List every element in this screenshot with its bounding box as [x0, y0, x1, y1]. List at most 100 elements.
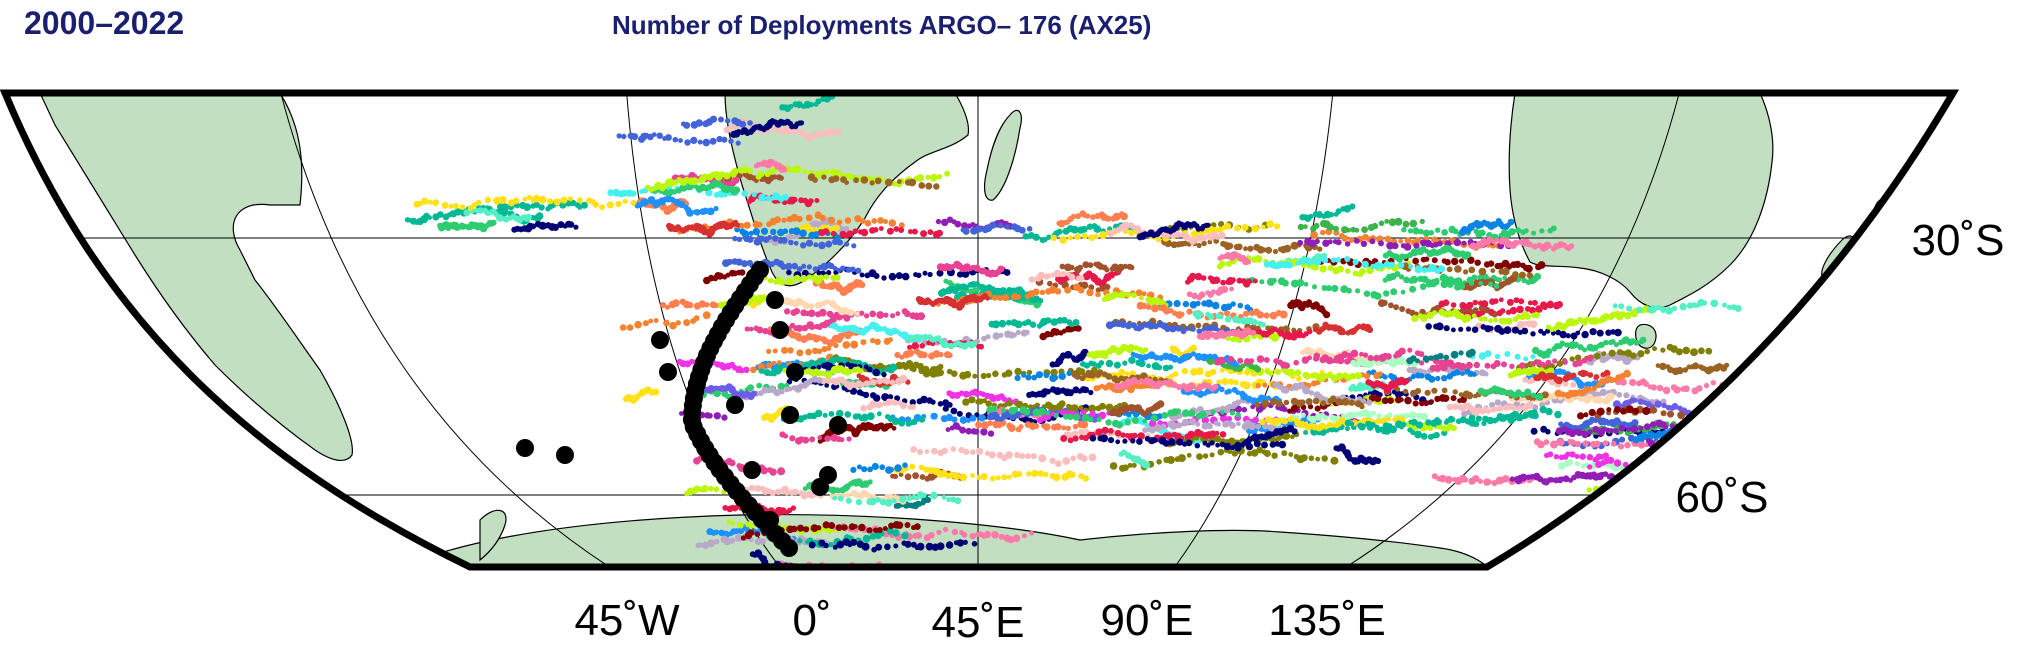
float-track-point [1313, 222, 1320, 229]
float-track-point [1185, 326, 1191, 331]
map-body [5, 93, 1953, 567]
float-track-point [1492, 417, 1498, 424]
float-track-point [1080, 420, 1089, 429]
float-track-point [1718, 441, 1724, 447]
float-track-point [1120, 212, 1128, 221]
float-track-point [941, 447, 948, 455]
float-track-point [1661, 474, 1670, 482]
float-track-point [1623, 392, 1630, 399]
float-track-point [1361, 226, 1368, 234]
float-track-point [1774, 389, 1783, 397]
float-track-point [766, 362, 773, 369]
float-track-point [772, 348, 778, 354]
float-track-point [1220, 409, 1225, 415]
float-track-point [1574, 461, 1580, 467]
float-track-point [987, 430, 995, 437]
float-track-point [1252, 416, 1259, 424]
float-track-point [951, 370, 958, 378]
float-track-point [1701, 464, 1708, 471]
float-track-point [1026, 471, 1032, 477]
float-track-point [818, 241, 826, 250]
float-track-point [1435, 227, 1441, 233]
float-track-point [626, 324, 634, 331]
float-track-point [989, 475, 996, 482]
float-track-point [1684, 454, 1691, 460]
float-track-point [1241, 224, 1249, 231]
float-track-point [1003, 269, 1011, 276]
float-track-point [1606, 392, 1615, 401]
float-track-point [1681, 450, 1688, 458]
float-track-point [860, 339, 867, 346]
float-track-point [1400, 289, 1406, 295]
float-track-point [1698, 429, 1706, 437]
float-track-point [1246, 259, 1252, 265]
float-track-point [1649, 465, 1656, 473]
float-track-point [1738, 443, 1744, 450]
float-track-point [1252, 278, 1258, 284]
float-track-point [1080, 225, 1088, 233]
float-track-point [1424, 389, 1431, 396]
float-track-point [1770, 445, 1776, 451]
float-track-point [1218, 314, 1224, 320]
float-track-point [1780, 465, 1786, 471]
float-track-point [1450, 395, 1457, 402]
float-track-point [1465, 326, 1472, 332]
float-track-point [1497, 405, 1504, 412]
float-track-point [1739, 443, 1745, 449]
float-track-point [1624, 441, 1631, 449]
float-track-point [1397, 261, 1405, 269]
float-track-point [1419, 218, 1425, 224]
float-track-point [1722, 302, 1727, 308]
float-track-point [818, 308, 827, 317]
float-track-point [1355, 288, 1361, 294]
float-track-point [1433, 279, 1440, 286]
float-track-point [1523, 356, 1529, 362]
float-trajectories [404, 93, 1855, 567]
float-track-point [1734, 440, 1740, 447]
float-track-point [1152, 437, 1158, 443]
float-track-point [1323, 415, 1329, 421]
float-track-point [815, 409, 823, 418]
float-track-point [879, 464, 886, 471]
float-track-point [1105, 373, 1113, 380]
float-track-point [1537, 393, 1544, 401]
float-track-point [1348, 237, 1355, 243]
float-track-point [1221, 377, 1229, 386]
float-track-point [1794, 467, 1801, 475]
float-track-point [1671, 451, 1679, 459]
float-track-point [1524, 388, 1532, 396]
float-track-point [1415, 421, 1424, 429]
float-track-point [1537, 261, 1546, 269]
float-track-point [752, 227, 760, 236]
float-track-point [1112, 212, 1121, 221]
float-track-point [1478, 281, 1484, 286]
float-track-point [1645, 482, 1653, 490]
float-track-point [813, 242, 819, 248]
float-track-point [1251, 224, 1260, 233]
float-track-point [1256, 355, 1265, 363]
float-track-point [911, 418, 918, 426]
float-track-point [1705, 445, 1714, 454]
float-track-point [1387, 397, 1394, 405]
float-track-point [809, 324, 815, 331]
float-track-point [1737, 386, 1744, 393]
float-track-point [1317, 246, 1323, 252]
float-track-point [1484, 350, 1492, 358]
float-track-point [1070, 455, 1077, 462]
float-track-point [1345, 426, 1350, 432]
float-track-point [1254, 401, 1261, 408]
float-track-point [1468, 348, 1476, 357]
float-track-point [1098, 360, 1105, 366]
float-track-point [1643, 482, 1649, 488]
float-track-point [1512, 271, 1519, 278]
float-track-point [1785, 464, 1793, 472]
float-track-point [1104, 215, 1112, 222]
float-track-point [806, 264, 812, 270]
float-track-point [1480, 310, 1486, 316]
float-track-point [1254, 255, 1263, 263]
float-track-point [1235, 412, 1241, 418]
float-track-point [1446, 280, 1454, 288]
float-track-point [1015, 329, 1021, 336]
float-track-point [1637, 350, 1645, 358]
float-track-point [1107, 437, 1115, 444]
